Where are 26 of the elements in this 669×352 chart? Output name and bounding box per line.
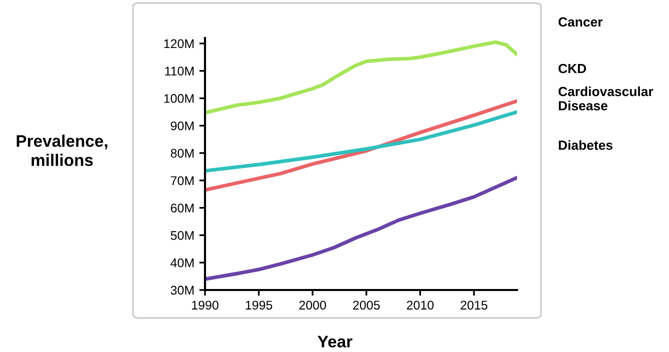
text: CKD — [558, 64, 586, 74]
x-tick-label: 2000 — [299, 300, 326, 310]
y-axis-title: Prevalence, millions — [16, 134, 108, 166]
y-tick-label: 70M — [170, 176, 194, 186]
text: Diabetes — [558, 140, 612, 150]
x-tick-label: 1995 — [246, 300, 272, 310]
line-series — [205, 40, 517, 115]
y-tick-label: 50M — [170, 231, 194, 240]
y-tick-label: 100M — [164, 94, 194, 103]
y-tick-label: 40M — [170, 258, 194, 268]
y-tick-label: 90M — [170, 121, 194, 130]
line-series — [205, 99, 517, 192]
y-tick-label: 80M — [170, 148, 194, 158]
y-tick-label: 110M — [165, 66, 194, 76]
y-tick-label: 120M — [164, 39, 194, 48]
x-tick-label: 2015 — [460, 300, 488, 310]
x-axis-title: Year — [318, 336, 352, 348]
x-tick-label: 2005 — [353, 300, 380, 310]
line-series — [205, 110, 517, 173]
text: Cardiovascular Disease — [558, 86, 654, 110]
line-series — [205, 176, 517, 281]
x-tick-label: 2010 — [406, 300, 434, 310]
text: Cancer — [558, 17, 603, 27]
x-tick-label: 1990 — [192, 300, 218, 310]
y-tick-label: 30M — [170, 286, 194, 295]
y-tick-label: 60M — [170, 204, 194, 212]
